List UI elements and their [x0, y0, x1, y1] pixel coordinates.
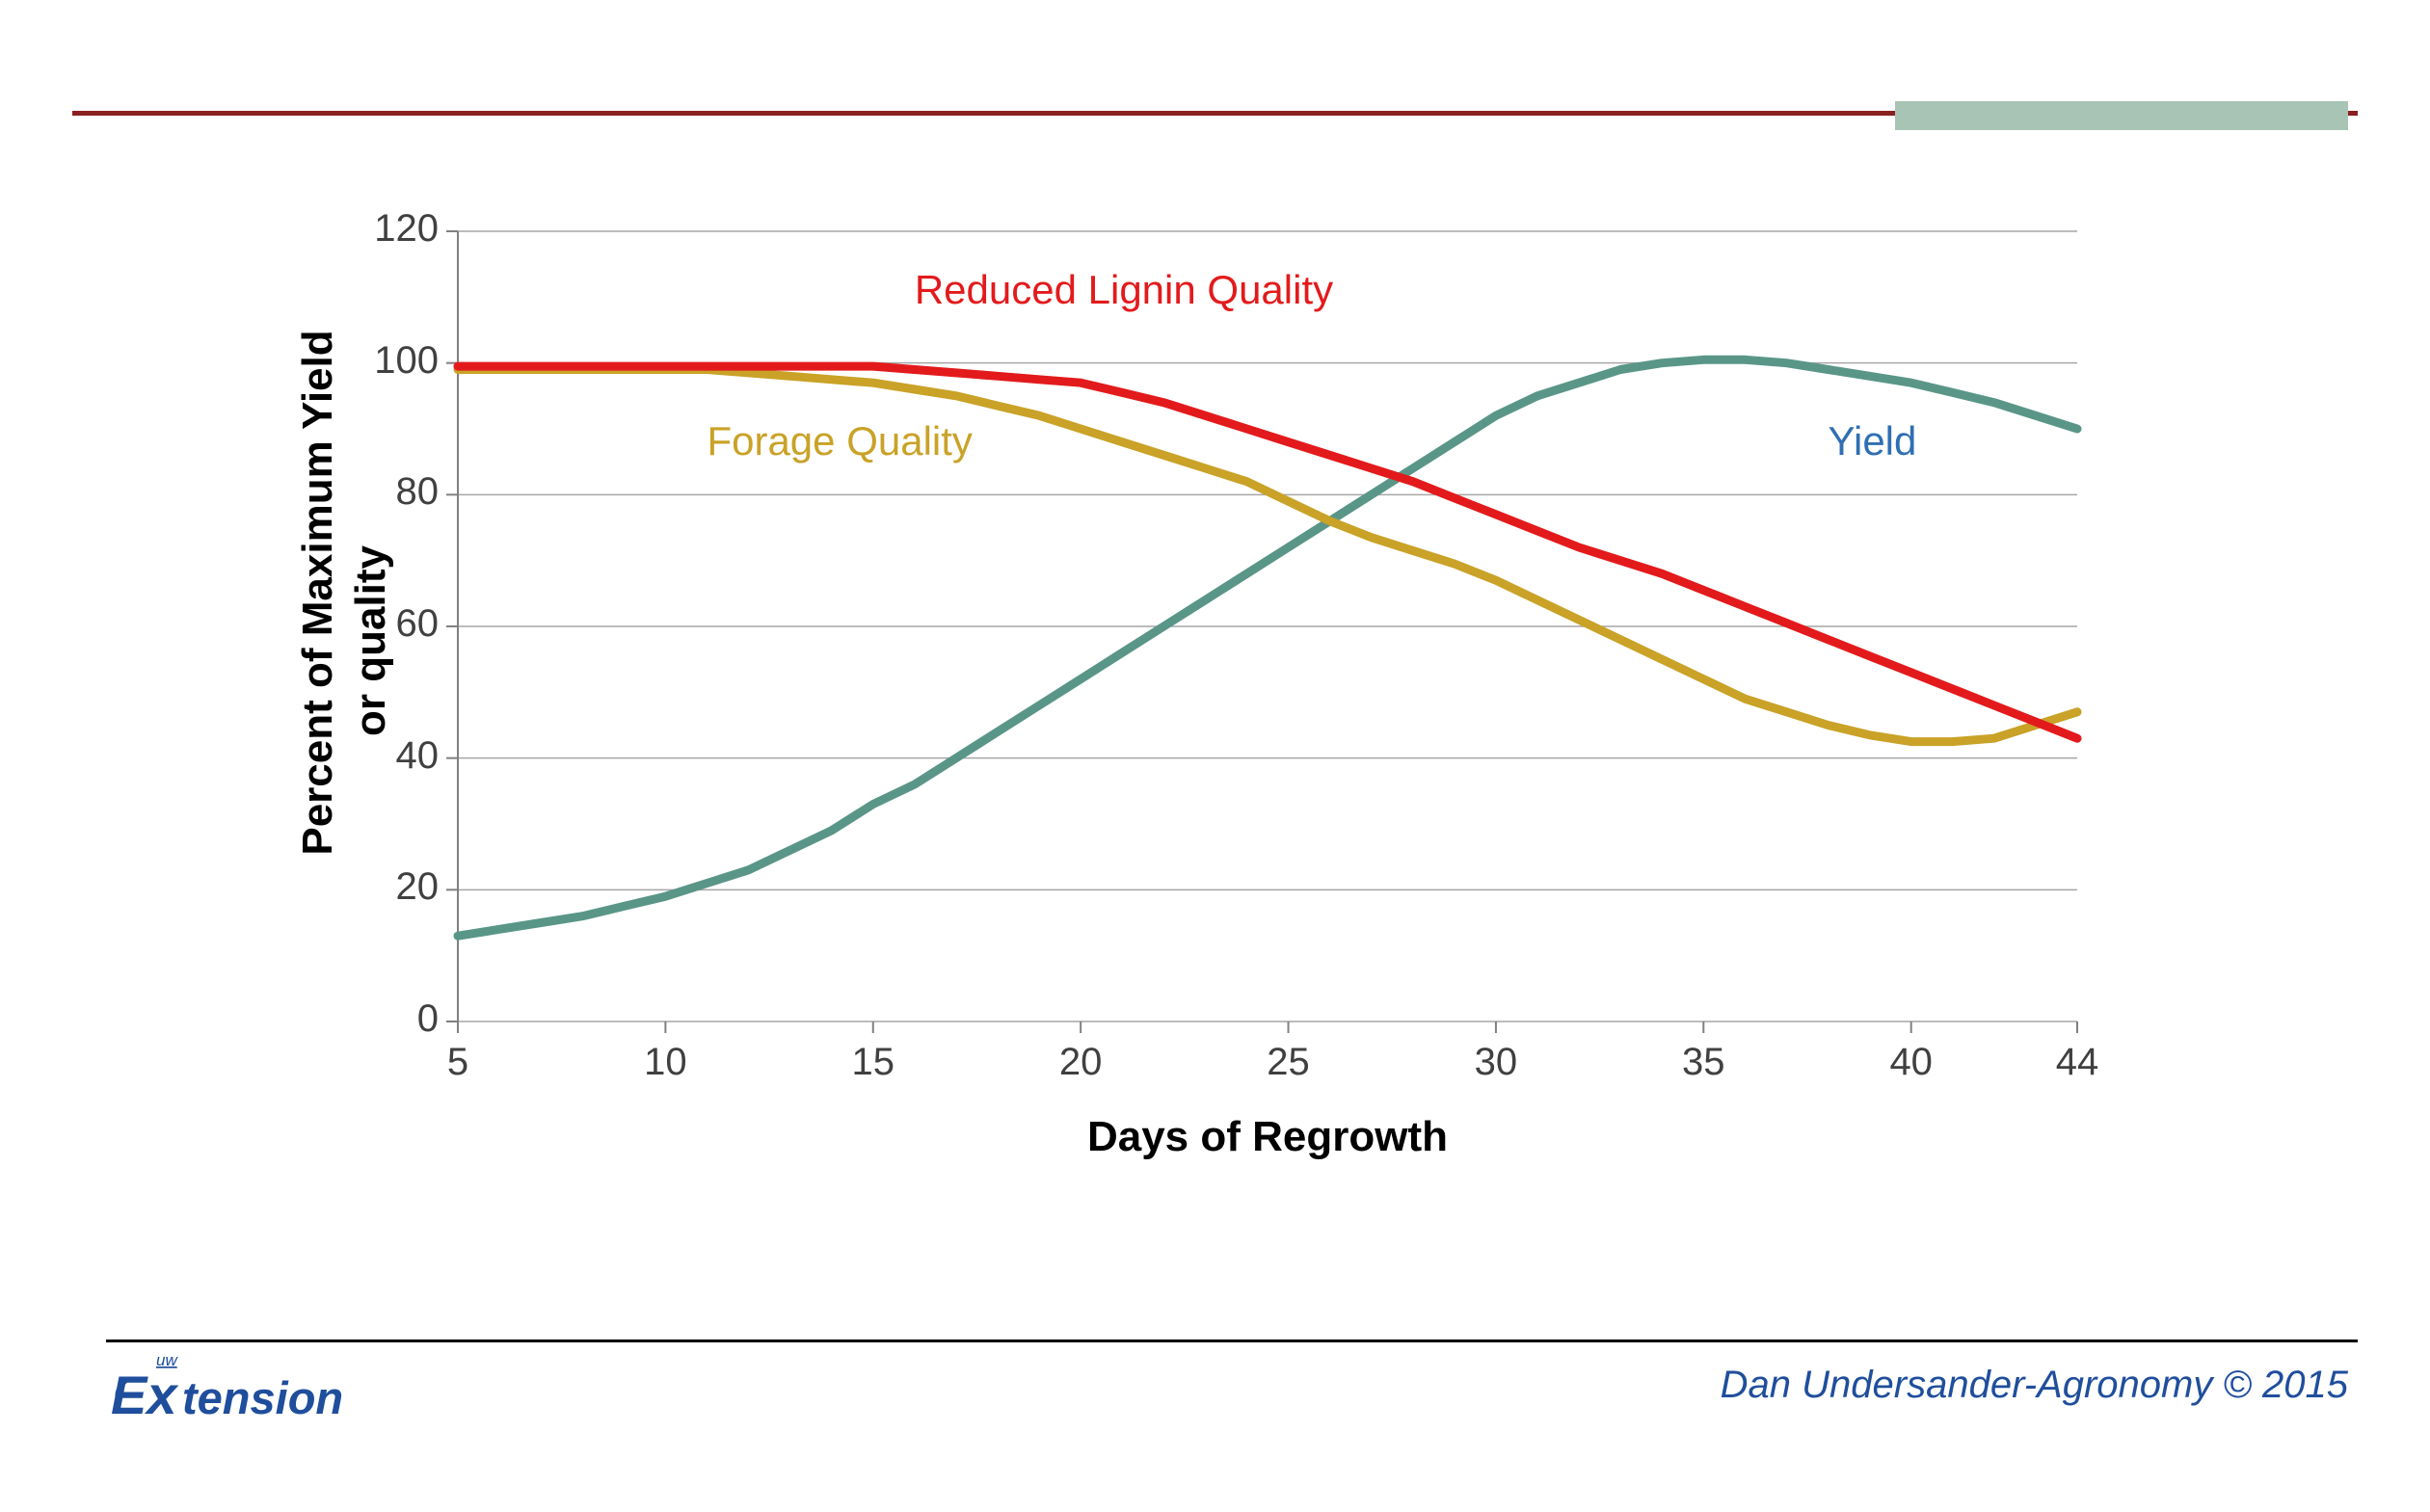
x-tick-label: 35: [1655, 1041, 1751, 1084]
y-axis-label-line1: Percent of Maximum Yield: [294, 304, 342, 882]
chart-area: Percent of Maximum Yield or quality Days…: [193, 212, 2082, 1243]
attribution-text: Dan Undersander-Agronomy © 2015: [1721, 1364, 2348, 1407]
uw-extension-logo: uw Ex tension: [111, 1354, 410, 1436]
logo-prefix: Ex: [111, 1365, 179, 1425]
x-tick-label: 40: [1863, 1041, 1960, 1084]
x-tick-label: 44: [2029, 1041, 2125, 1084]
x-tick-label: 5: [410, 1041, 506, 1084]
x-tick-label: 15: [825, 1041, 921, 1084]
line-chart-svg: [193, 212, 2082, 1243]
footer-divider: [106, 1340, 2358, 1342]
series-label-yield: Yield: [1829, 418, 1917, 464]
logo-main: tension: [182, 1372, 343, 1423]
x-tick-label: 10: [617, 1041, 713, 1084]
y-tick-label: 20: [352, 865, 439, 909]
x-tick-label: 25: [1241, 1041, 1337, 1084]
y-tick-label: 0: [352, 997, 439, 1041]
x-axis-label: Days of Regrowth: [458, 1113, 2077, 1161]
y-tick-label: 100: [352, 339, 439, 383]
y-tick-label: 120: [352, 207, 439, 251]
series-label-forage_quality: Forage Quality: [707, 418, 972, 464]
x-tick-label: 20: [1032, 1041, 1129, 1084]
series-label-reduced_lignin: Reduced Lignin Quality: [915, 267, 1333, 313]
header-accent-bar: [1895, 101, 2348, 130]
x-tick-label: 30: [1448, 1041, 1544, 1084]
y-tick-label: 60: [352, 602, 439, 646]
y-tick-label: 80: [352, 470, 439, 514]
y-tick-label: 40: [352, 734, 439, 778]
